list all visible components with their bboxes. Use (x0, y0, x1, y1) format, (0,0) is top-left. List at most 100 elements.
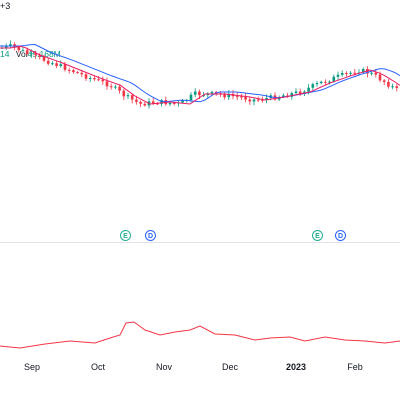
oscillator-line (0, 321, 400, 349)
ma-slow-line (0, 43, 400, 103)
candle-body (160, 100, 163, 104)
candle-body (378, 74, 382, 81)
candle-body (76, 72, 79, 74)
candle-body (93, 78, 96, 80)
candle-body (21, 50, 25, 52)
volume-label: Vol (15, 49, 28, 59)
candle-body (118, 86, 121, 91)
time-axis-label: 2023 (285, 362, 307, 372)
candle-body (349, 72, 352, 74)
candle-body (97, 79, 100, 81)
candle-body (328, 81, 331, 83)
candle-body (109, 86, 113, 88)
pane-divider[interactable] (0, 242, 400, 243)
candle-body (202, 95, 205, 97)
candle-body (235, 96, 239, 98)
candle-body (151, 101, 155, 104)
candle-body (387, 81, 390, 87)
dividend-event-icon[interactable]: D (335, 230, 346, 241)
time-axis-label: Sep (23, 362, 41, 372)
candle-body (336, 74, 340, 77)
legend-values-row: 14 Vol45.168M (0, 49, 61, 59)
candle-body (17, 46, 21, 51)
candle-body (122, 90, 126, 97)
candle-body (51, 63, 54, 65)
candle-body (114, 86, 117, 88)
candle-body (63, 64, 67, 70)
candle-body (126, 95, 130, 97)
candle-body (42, 56, 46, 61)
time-axis-label: Feb (347, 362, 363, 372)
candle-body (265, 97, 268, 101)
candle-body (198, 91, 201, 96)
legend-change-fragment: +3 (0, 1, 11, 11)
candle-body (143, 103, 147, 106)
candle-body (4, 45, 8, 48)
candle-body (307, 87, 310, 92)
candle-body (324, 81, 327, 83)
candle-body (370, 72, 373, 74)
candle-body (227, 93, 231, 98)
candle-body (46, 60, 50, 64)
earnings-event-icon[interactable]: E (312, 230, 323, 241)
candle-body (55, 63, 58, 67)
legend-value-fragment: 14 (0, 49, 10, 59)
candle-body (67, 69, 71, 71)
candle-body (294, 91, 298, 94)
candle-body (189, 94, 193, 101)
candle-body (72, 70, 75, 73)
dividend-event-icon[interactable]: D (145, 230, 156, 241)
candle-body (256, 99, 260, 101)
legend-header: +3 (0, 1, 10, 11)
candle-body (38, 55, 42, 57)
candle-body (361, 68, 365, 73)
candle-body (80, 72, 84, 75)
candle-body (34, 53, 37, 56)
candle-body (282, 95, 285, 98)
candle-body (332, 76, 336, 82)
volume-value: 45.168M (27, 49, 61, 59)
candle-body (244, 96, 247, 100)
candle-body (290, 93, 294, 97)
candle-body (340, 72, 344, 75)
candle-body (193, 91, 197, 95)
candle-body (84, 74, 88, 79)
candle-body (252, 99, 256, 102)
candle-body (240, 96, 243, 98)
candle-body (391, 86, 394, 88)
candle-body (315, 83, 319, 85)
candle-body (105, 81, 109, 87)
ma-fast-line (0, 45, 400, 105)
earnings-event-icon[interactable]: E (120, 230, 131, 241)
candle-body (130, 95, 134, 100)
candle-body (298, 91, 302, 94)
candlestick-series (0, 40, 399, 109)
candle-body (172, 102, 176, 104)
candle-body (353, 72, 357, 74)
candle-body (156, 103, 159, 105)
candle-body (374, 72, 378, 75)
candle-body (223, 94, 226, 98)
candle-body (59, 64, 63, 67)
candle-body (30, 53, 33, 55)
candle-body (9, 44, 12, 46)
candle-body (181, 100, 184, 103)
time-axis-label: Dec (221, 362, 239, 372)
candle-body (395, 86, 399, 88)
time-axis[interactable]: Sep Oct Nov Dec 2023 Feb (0, 356, 400, 378)
candle-body (311, 84, 315, 88)
candle-body (135, 99, 138, 102)
candle-body (139, 101, 142, 104)
candle-body (345, 72, 348, 74)
candle-body (319, 81, 323, 84)
time-axis-label: Nov (155, 362, 173, 372)
time-axis-label: Oct (90, 362, 106, 372)
candle-body (382, 80, 386, 82)
candle-body (168, 102, 172, 105)
candle-body (248, 99, 252, 102)
candle-body (210, 91, 214, 94)
candle-body (25, 50, 29, 54)
candle-body (261, 99, 264, 101)
candle-body (101, 79, 105, 82)
